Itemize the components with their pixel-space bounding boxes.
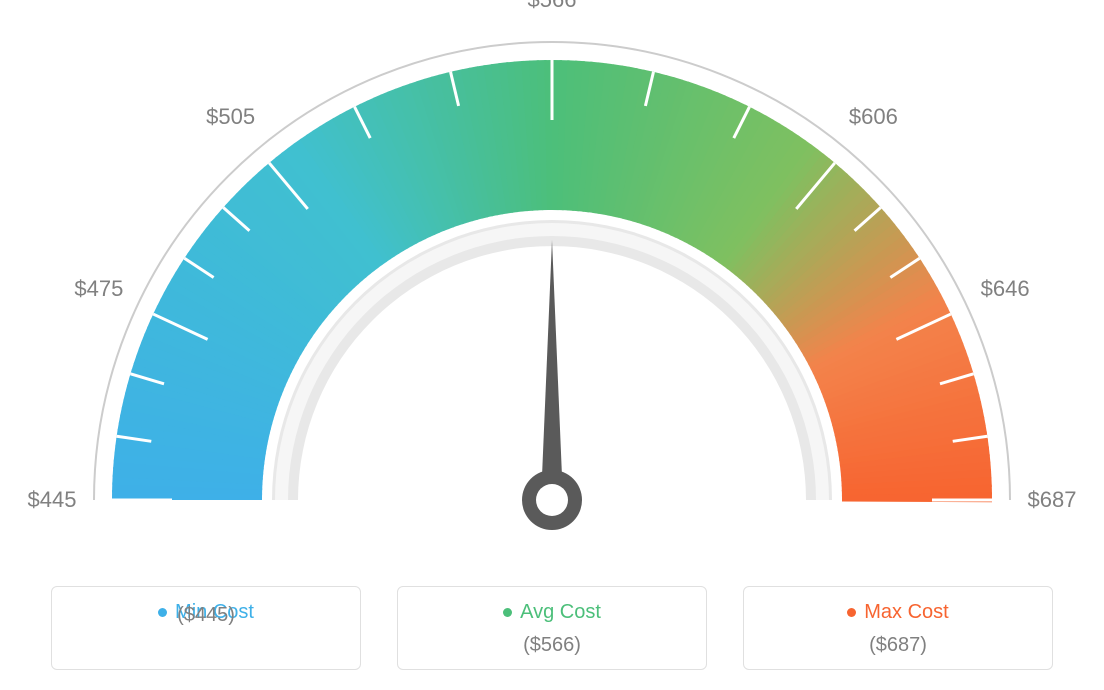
gauge-tick-label: $566 xyxy=(528,0,577,13)
legend-card-min: Min Cost ($445) xyxy=(51,586,361,670)
gauge-chart: $445 $475 $505 $566 $606 $646 $687 xyxy=(0,0,1104,560)
gauge-tick-label: $646 xyxy=(981,276,1030,302)
legend-card-max: Max Cost ($687) xyxy=(743,586,1053,670)
legend-title-avg: Avg Cost xyxy=(503,601,601,624)
gauge-tick-label: $475 xyxy=(74,276,123,302)
legend-value-max: ($687) xyxy=(744,634,1052,657)
legend-value-avg: ($566) xyxy=(398,634,706,657)
gauge-svg xyxy=(0,0,1104,560)
legend-title-label: Max Cost xyxy=(864,601,948,624)
legend-dot-icon xyxy=(847,608,856,617)
gauge-tick-label: $445 xyxy=(28,487,77,513)
legend-dot-icon xyxy=(158,608,167,617)
legend-value-min: ($445) xyxy=(52,604,360,627)
legend-dot-icon xyxy=(503,608,512,617)
gauge-tick-label: $606 xyxy=(849,104,898,130)
legend-card-avg: Avg Cost ($566) xyxy=(397,586,707,670)
legend-row: Min Cost ($445) Avg Cost ($566) Max Cost… xyxy=(0,586,1104,670)
gauge-tick-label: $505 xyxy=(206,104,255,130)
legend-title-max: Max Cost xyxy=(847,601,948,624)
gauge-tick-label: $687 xyxy=(1028,487,1077,513)
legend-title-label: Avg Cost xyxy=(520,601,601,624)
